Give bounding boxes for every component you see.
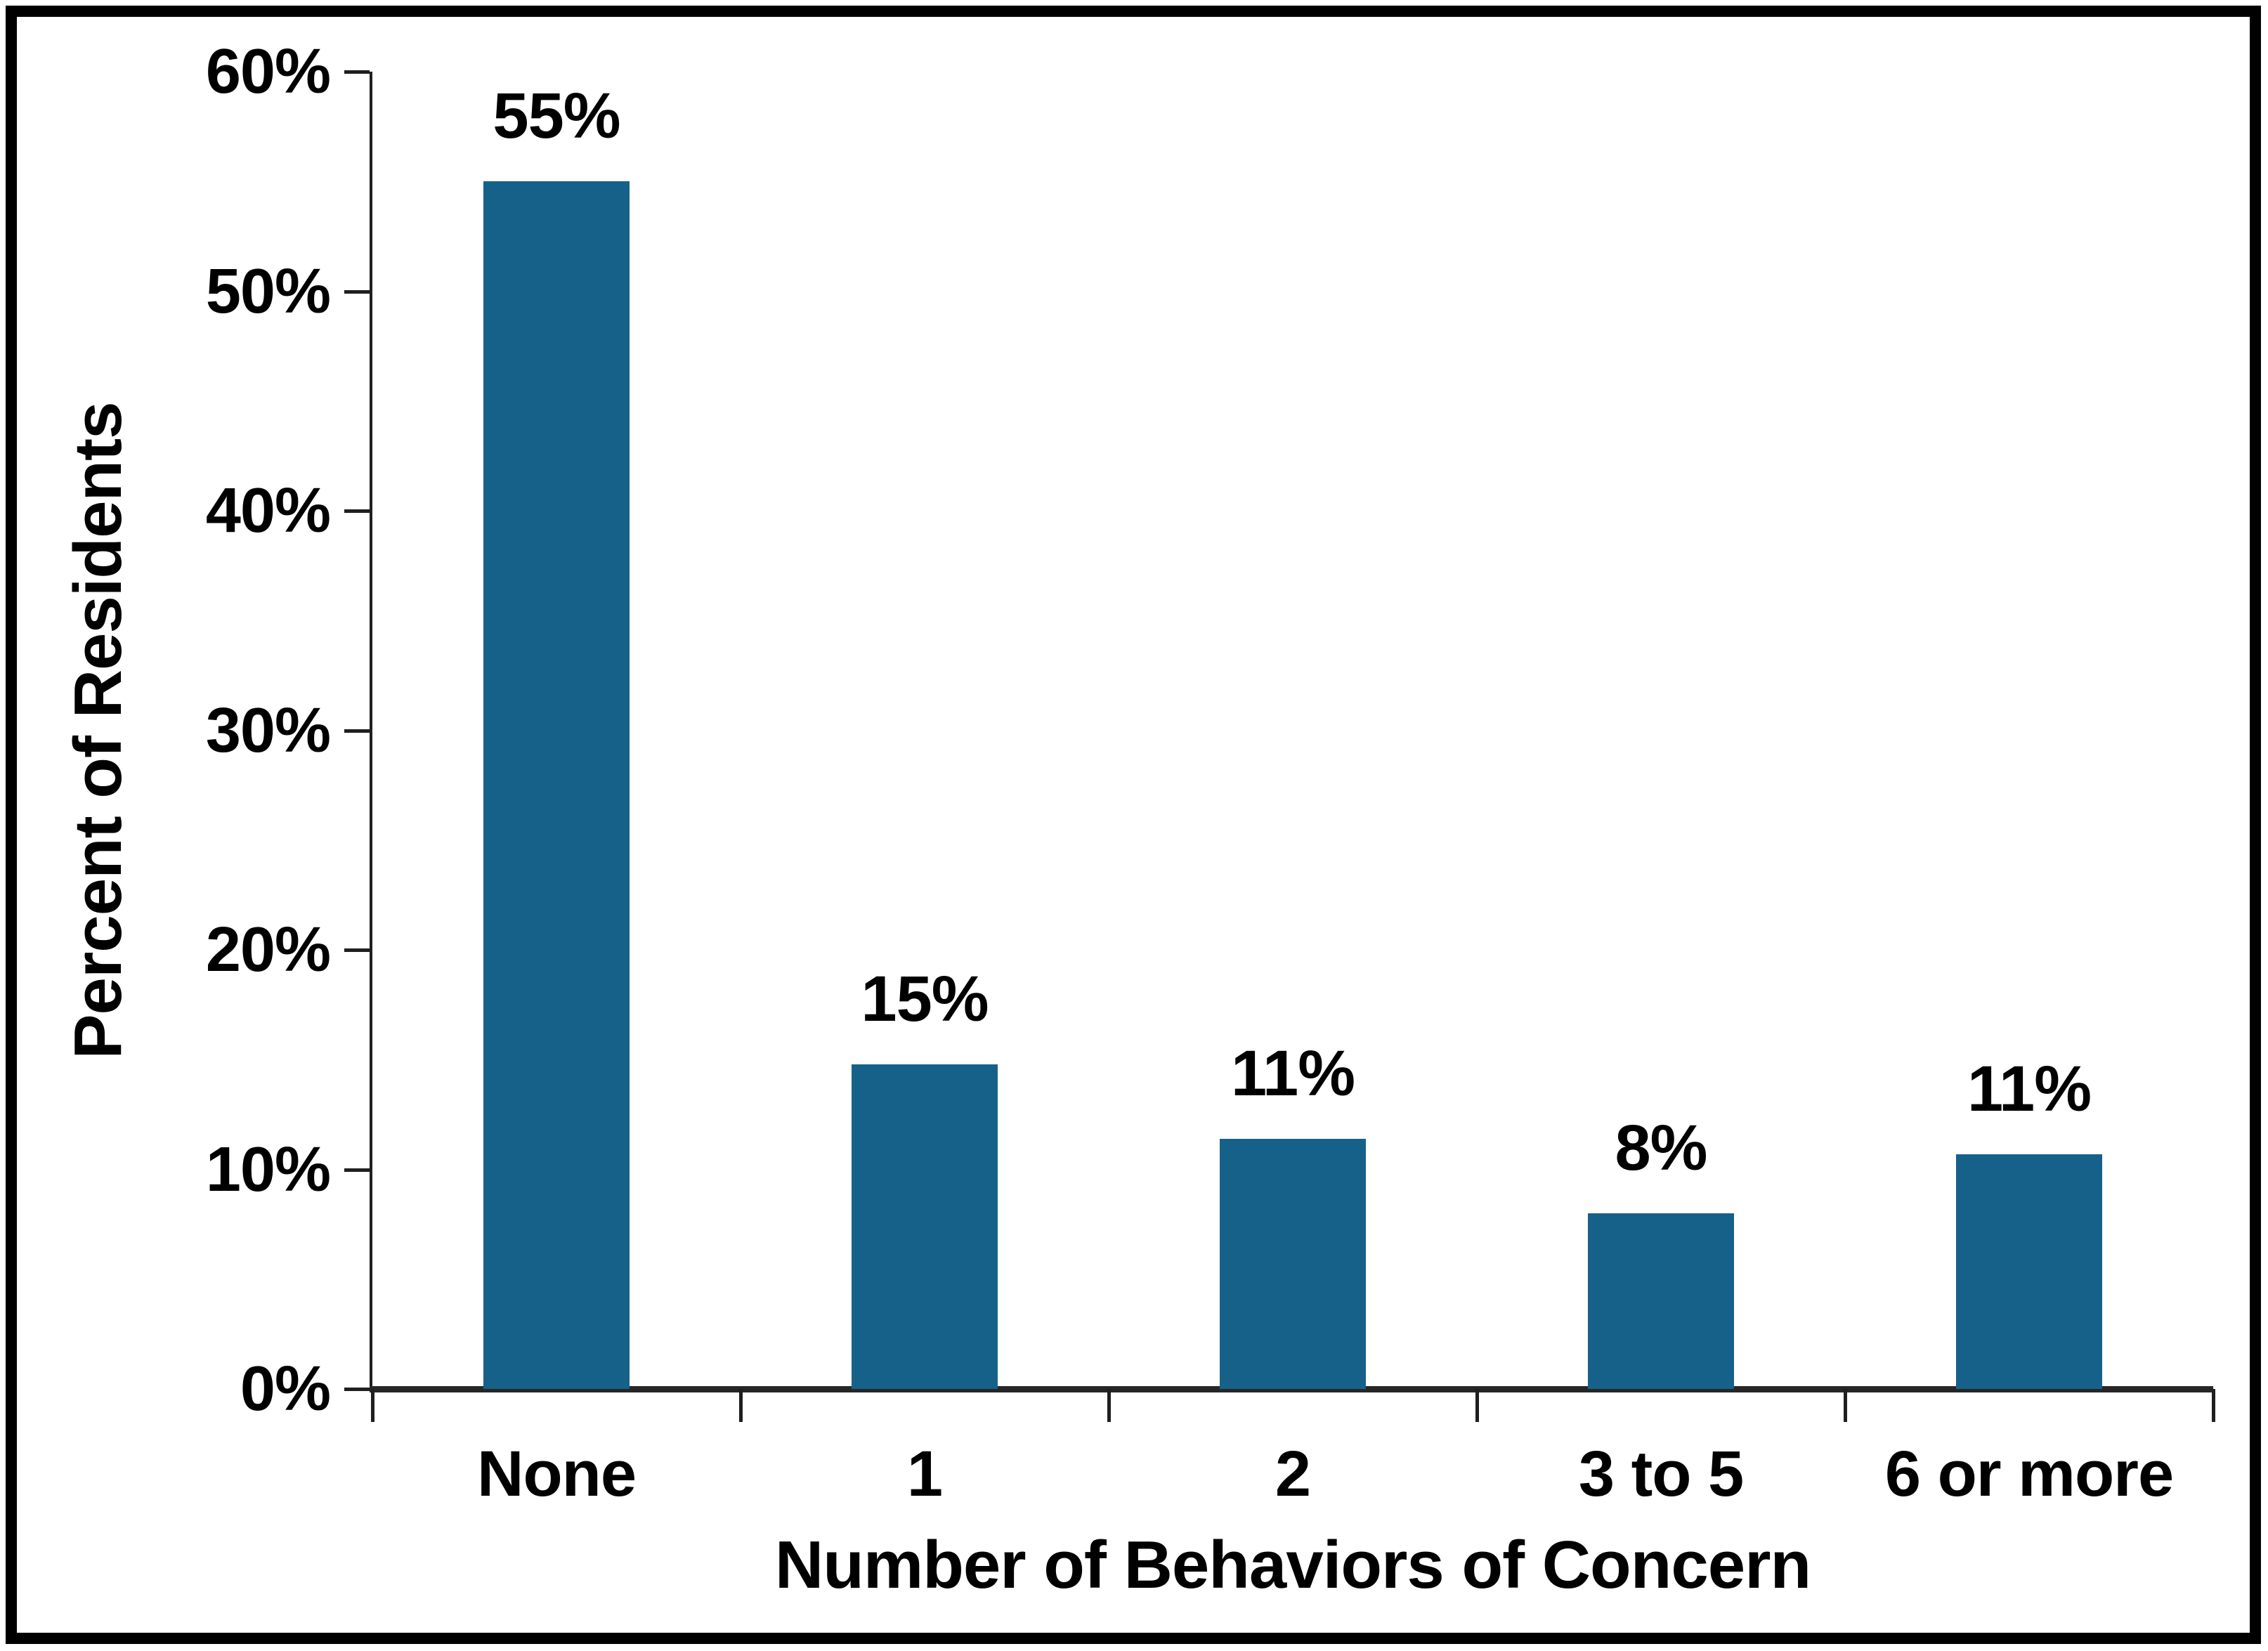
y-tick-mark xyxy=(344,289,370,294)
x-tick-mark xyxy=(739,1389,743,1422)
y-tick-mark xyxy=(344,729,370,733)
x-tick-mark xyxy=(1107,1389,1111,1422)
bar xyxy=(1220,1138,1366,1389)
x-category-label: 2 xyxy=(1275,1438,1311,1510)
x-tick-mark xyxy=(1475,1389,1479,1422)
x-category-label: 6 or more xyxy=(1884,1438,2174,1510)
y-tick-mark xyxy=(344,1168,370,1172)
y-tick-label: 50% xyxy=(205,256,331,327)
x-axis-line xyxy=(370,1386,2213,1392)
x-tick-mark xyxy=(2212,1389,2215,1422)
chart-border xyxy=(6,6,2261,1644)
x-category-label: None xyxy=(477,1438,637,1510)
x-tick-mark xyxy=(1844,1389,1847,1422)
bar xyxy=(1588,1213,1734,1389)
bar xyxy=(1956,1154,2102,1389)
y-tick-mark xyxy=(344,948,370,952)
x-axis-title: Number of Behaviors of Concern xyxy=(774,1527,1811,1603)
bar xyxy=(483,181,630,1389)
bar-value-label: 15% xyxy=(861,962,989,1035)
x-category-label: 1 xyxy=(906,1438,943,1510)
bar-value-label: 8% xyxy=(1615,1112,1708,1184)
bar-value-label: 11% xyxy=(1230,1037,1355,1109)
y-tick-mark xyxy=(344,1388,370,1391)
y-tick-mark xyxy=(344,509,370,513)
y-tick-label: 0% xyxy=(240,1354,331,1424)
x-category-label: 3 to 5 xyxy=(1578,1438,1744,1510)
y-tick-label: 40% xyxy=(205,476,331,546)
y-tick-mark xyxy=(344,70,370,74)
y-tick-label: 60% xyxy=(205,37,331,107)
y-axis-line xyxy=(370,72,372,1392)
y-tick-label: 30% xyxy=(205,695,331,766)
y-tick-label: 10% xyxy=(205,1134,331,1205)
bar xyxy=(852,1064,998,1389)
bar-value-label: 55% xyxy=(493,80,620,152)
x-tick-mark xyxy=(371,1389,374,1422)
bar-value-label: 11% xyxy=(1967,1052,2092,1125)
y-tick-label: 20% xyxy=(205,915,331,985)
